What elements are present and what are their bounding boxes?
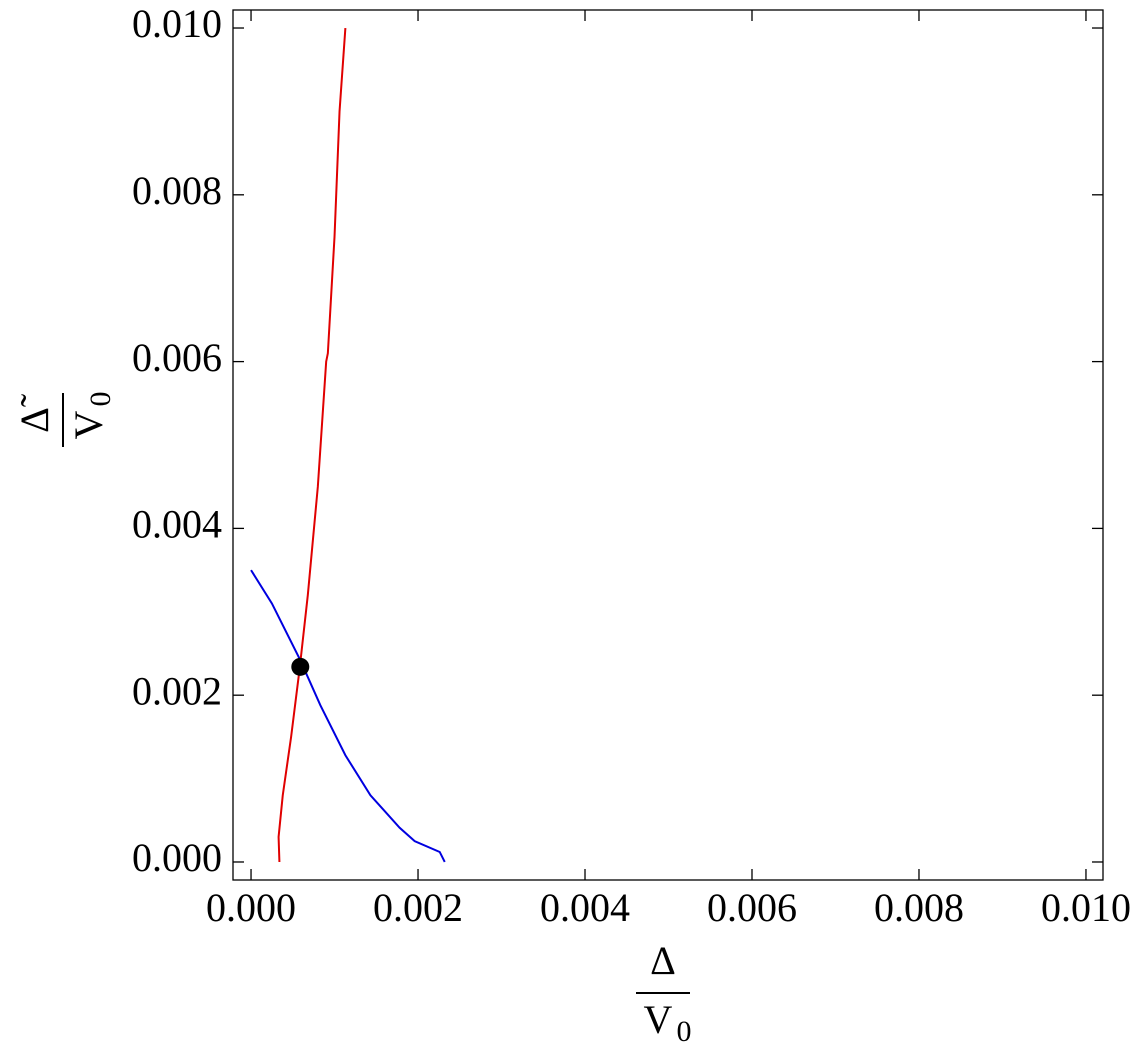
x-label-numerator: Δ: [650, 938, 676, 983]
y-tick-label: 0.000: [132, 835, 222, 880]
x-tick-label: 0.002: [373, 885, 463, 930]
y-tick-label: 0.006: [132, 335, 222, 380]
plot-frame: [232, 9, 1104, 881]
x-tick-label: 0.010: [1041, 885, 1131, 930]
x-label-subscript: 0: [677, 1015, 692, 1048]
x-axis-label: Δ V 0: [636, 938, 692, 1048]
data-line: [277, 27, 347, 863]
y-tick-label: 0.002: [132, 668, 222, 713]
y-axis-label: Δ̃ V 0: [12, 392, 117, 447]
data-line: [250, 569, 446, 863]
x-tick-label: 0.004: [540, 885, 630, 930]
y-label-numerator: Δ̃: [12, 393, 57, 433]
y-tick-label: 0.008: [132, 168, 222, 213]
y-label-subscript: 0: [84, 392, 117, 407]
y-tick-label: 0.004: [132, 502, 222, 547]
intersection-point: [291, 657, 310, 676]
x-tick-label: 0.000: [206, 885, 296, 930]
x-label-denominator: V: [644, 997, 673, 1042]
x-tick-label: 0.008: [874, 885, 964, 930]
x-tick-label: 0.006: [707, 885, 797, 930]
y-label-denominator: V: [66, 410, 111, 439]
y-tick-label: 0.010: [132, 1, 222, 46]
